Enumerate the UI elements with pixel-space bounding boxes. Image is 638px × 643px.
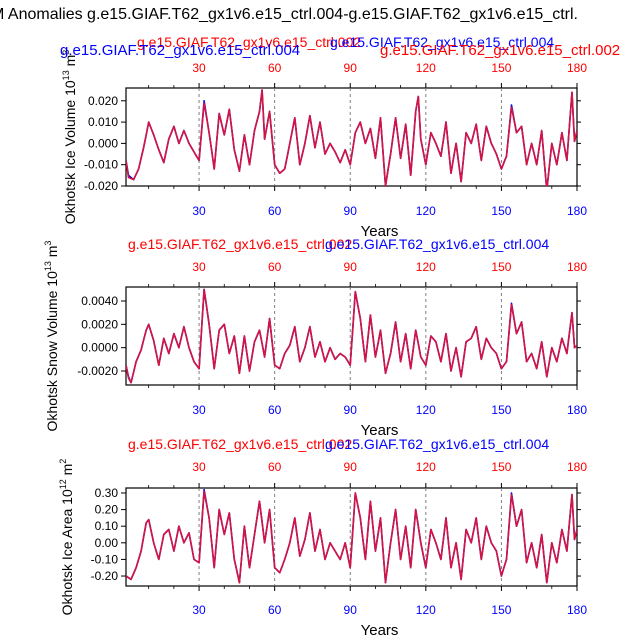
- x-tick-label-bottom: 90: [344, 403, 358, 417]
- panel-title-right: g.e15.GIAF.T62_gx1v6.e15_ctrl.004: [325, 436, 549, 452]
- x-axis-label: Years: [361, 422, 399, 439]
- y-tick-label: 0.00: [95, 536, 119, 550]
- x-axis-label: Years: [361, 223, 399, 240]
- x-tick-label-bottom: 180: [567, 603, 587, 617]
- y-tick-label: -0.020: [84, 179, 118, 193]
- overlap-label-left: g.e15.GIAF.T62_gx1v6.e15_ctrl.002: [137, 34, 361, 50]
- x-tick-label-bottom: 150: [491, 603, 511, 617]
- plot-frame: [125, 87, 578, 187]
- x-tick-label-top: 120: [416, 460, 436, 474]
- x-tick-label-bottom: 90: [344, 204, 358, 218]
- x-tick-label-bottom: 120: [416, 603, 436, 617]
- y-axis-label: Okhotsk Snow Volume 1013 m3: [43, 241, 60, 432]
- panel-title-right: g.e15.GIAF.T62_gx1v6.e15_ctrl.004: [325, 236, 549, 252]
- x-tick-label-bottom: 150: [491, 204, 511, 218]
- x-tick-label-top: 90: [344, 260, 358, 274]
- figure-title: M Anomalies g.e15.GIAF.T62_gx1v6.e15_ctr…: [0, 6, 578, 23]
- y-tick-label: -0.0020: [77, 364, 118, 378]
- panel-title-left: g.e15.GIAF.T62_gx1v6.e15_ctrl.002: [128, 436, 352, 452]
- x-tick-label-bottom: 120: [416, 403, 436, 417]
- series-line-blue: [126, 89, 577, 186]
- x-tick-label-bottom: 30: [192, 204, 206, 218]
- x-tick-label-bottom: 30: [192, 603, 206, 617]
- x-tick-label-top: 180: [567, 260, 587, 274]
- chart-panel-1: 0.020 0.010 0.000 -0.010 -0.020 30 30 60 60 90 90 1…: [60, 34, 620, 240]
- x-tick-label-top: 90: [344, 460, 358, 474]
- panel-title-left: g.e15.GIAF.T62_gx1v6.e15_ctrl.004: [60, 42, 300, 59]
- plot-frame: [125, 286, 578, 386]
- y-tick-label: 0.0000: [81, 341, 118, 355]
- y-tick-label: 0.20: [95, 503, 119, 517]
- x-axis-label: Years: [361, 622, 399, 638]
- series-line-red: [126, 288, 577, 384]
- y-tick-label: -0.010: [84, 158, 118, 172]
- x-tick-label-bottom: 180: [567, 403, 587, 417]
- y-tick-label: 0.0020: [81, 317, 118, 331]
- x-tick-label-top: 120: [416, 61, 436, 75]
- x-tick-label-top: 30: [192, 61, 206, 75]
- y-tick-label: 0.10: [95, 519, 119, 533]
- x-tick-label-top: 180: [567, 61, 587, 75]
- x-tick-label-bottom: 120: [416, 204, 436, 218]
- x-tick-label-bottom: 60: [268, 403, 282, 417]
- series-line-blue: [126, 488, 577, 584]
- overlap-label-right: g.e15.GIAF.T62_gx1v6.e15_ctrl.004: [330, 34, 554, 50]
- panel-title-right: g.e15.GIAF.T62_gx1v6.e15_ctrl.002: [380, 42, 620, 59]
- x-tick-label-top: 60: [268, 460, 282, 474]
- panel-title-left: g.e15.GIAF.T62_gx1v6.e15_ctrl.002: [128, 236, 352, 252]
- series-line-red: [126, 89, 577, 186]
- x-tick-label-bottom: 150: [491, 403, 511, 417]
- y-tick-label: 0.000: [88, 136, 118, 150]
- x-tick-label-bottom: 90: [344, 603, 358, 617]
- x-tick-label-top: 60: [268, 61, 282, 75]
- x-tick-label-bottom: 180: [567, 204, 587, 218]
- x-tick-label-top: 150: [491, 61, 511, 75]
- x-tick-label-top: 90: [344, 61, 358, 75]
- x-tick-label-top: 30: [192, 460, 206, 474]
- x-tick-label-top: 120: [416, 260, 436, 274]
- y-tick-label: 0.020: [88, 94, 118, 108]
- x-tick-label-top: 150: [491, 260, 511, 274]
- x-tick-label-top: 180: [567, 460, 587, 474]
- y-tick-label: 0.30: [95, 486, 119, 500]
- plot-frame: [125, 487, 578, 587]
- x-tick-label-top: 150: [491, 460, 511, 474]
- y-tick-label: -0.20: [91, 569, 119, 583]
- x-tick-label-bottom: 30: [192, 403, 206, 417]
- y-axis-label: Okhotsk Ice Area 1012 m2: [58, 459, 75, 616]
- x-tick-label-bottom: 60: [268, 603, 282, 617]
- series-line-red: [126, 490, 577, 584]
- y-tick-label: 0.0040: [81, 294, 118, 308]
- x-tick-label-top: 30: [192, 260, 206, 274]
- y-tick-label: 0.010: [88, 115, 118, 129]
- y-axis-label: Okhotsk Ice Volume 1013 m3: [61, 50, 78, 225]
- x-tick-label-top: 60: [268, 260, 282, 274]
- x-tick-label-bottom: 60: [268, 204, 282, 218]
- chart-panel-2: 0.0040 0.0020 0.0000 -0.0020 30 30 60 60 90 90 120…: [43, 236, 587, 439]
- y-tick-label: -0.10: [91, 552, 119, 566]
- chart-panel-3: 0.30 0.20 0.10 0.00 -0.10 -0.20 30 30 60 60 90 90 12…: [58, 436, 587, 639]
